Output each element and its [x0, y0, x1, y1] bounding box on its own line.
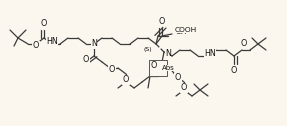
- Text: O: O: [41, 19, 47, 28]
- Text: O: O: [231, 66, 237, 75]
- Text: HN: HN: [46, 38, 58, 46]
- Text: O: O: [151, 61, 157, 71]
- Text: O: O: [159, 17, 165, 26]
- Text: COOH: COOH: [175, 27, 197, 33]
- Text: (S): (S): [144, 48, 152, 53]
- Text: O: O: [123, 75, 129, 85]
- Text: OH: OH: [176, 29, 187, 35]
- Text: O: O: [109, 66, 115, 74]
- Text: O: O: [175, 73, 181, 83]
- Text: O: O: [181, 84, 187, 92]
- Text: Abs: Abs: [162, 65, 174, 71]
- Text: N: N: [91, 39, 97, 49]
- Text: O: O: [33, 41, 39, 51]
- Text: HN: HN: [204, 50, 216, 58]
- Text: O: O: [83, 55, 89, 65]
- Text: O: O: [241, 39, 247, 48]
- Text: N: N: [165, 50, 171, 58]
- FancyBboxPatch shape: [149, 60, 167, 76]
